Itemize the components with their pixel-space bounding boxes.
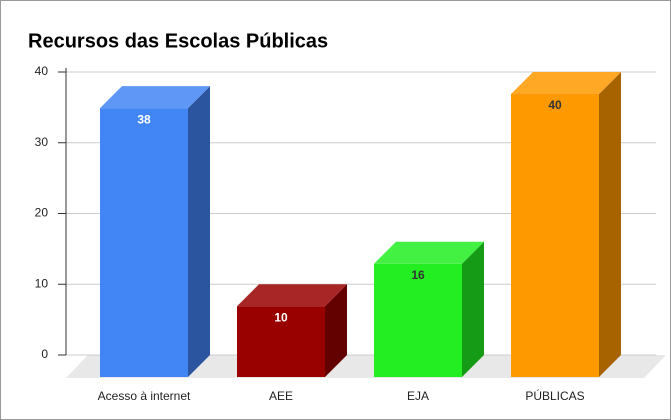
value-label: 16 <box>411 268 425 282</box>
y-tick-label: 10 <box>35 276 49 290</box>
bar-side <box>462 241 484 377</box>
value-label: 40 <box>548 98 562 112</box>
bar <box>100 108 188 378</box>
bar-top <box>511 72 621 94</box>
y-tick-label: 20 <box>35 206 49 220</box>
bar-top <box>237 284 347 307</box>
bar-side <box>325 284 347 377</box>
bar-side <box>188 86 210 378</box>
bar-top <box>374 241 484 264</box>
bar <box>374 263 462 377</box>
chart-title: Recursos das Escolas Públicas <box>28 30 328 52</box>
y-tick-label: 0 <box>41 347 48 361</box>
y-tick-label: 30 <box>35 135 49 149</box>
bar <box>237 306 325 377</box>
value-label: 10 <box>274 310 288 324</box>
value-label: 38 <box>137 112 151 126</box>
x-tick-label: Acesso à internet <box>98 389 191 403</box>
bar <box>511 94 599 377</box>
x-tick-label: EJA <box>407 389 429 403</box>
x-tick-label: AEE <box>269 389 293 403</box>
bar-top <box>100 86 210 109</box>
x-tick-label: PÚBLICAS <box>525 388 584 403</box>
bar-side <box>599 72 621 377</box>
y-tick-label: 40 <box>35 64 49 78</box>
